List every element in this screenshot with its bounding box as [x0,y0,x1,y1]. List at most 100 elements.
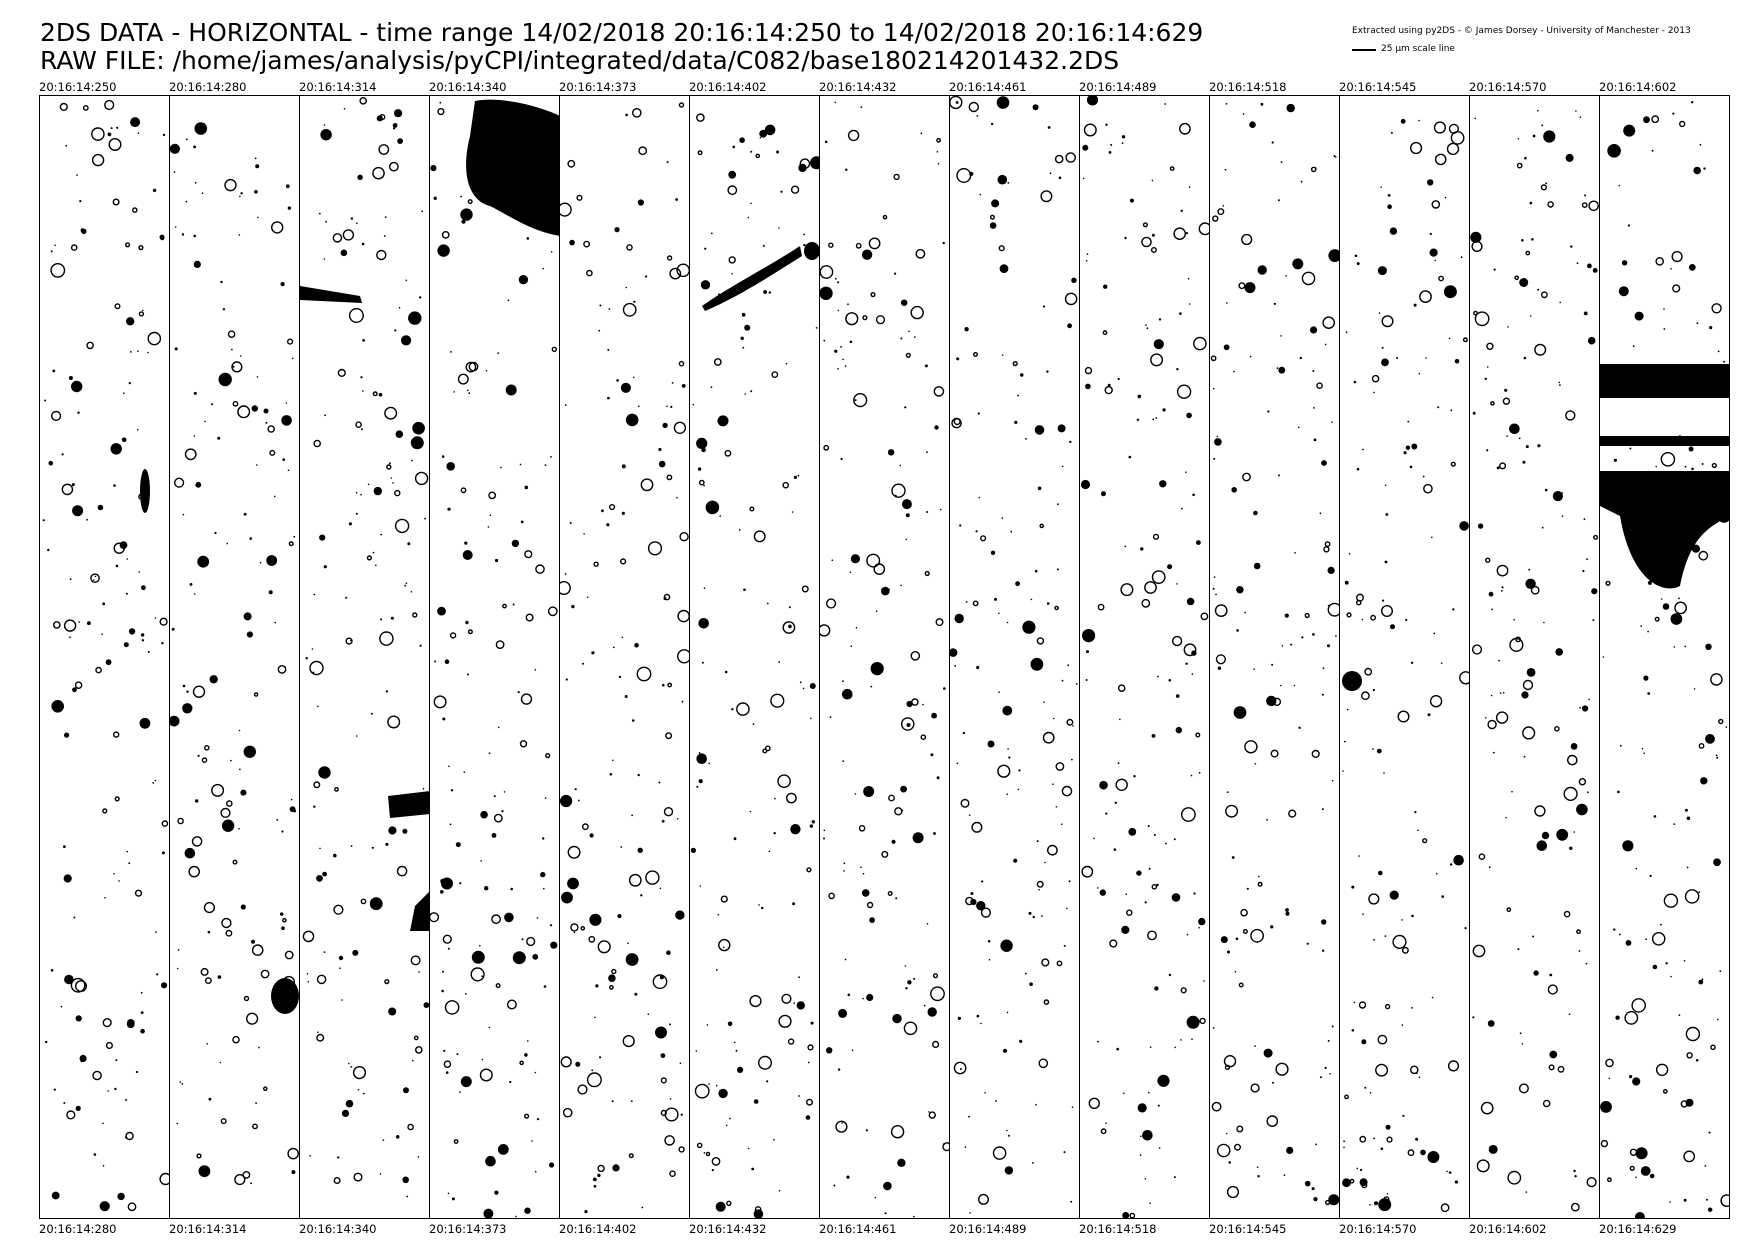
particle [1344,580,1349,585]
particle [678,102,685,108]
particle [755,153,760,159]
particle [1513,618,1515,621]
particle [1368,893,1380,905]
particle [744,324,751,331]
particle [820,624,831,637]
particle [1321,693,1324,696]
particle [71,483,75,487]
particle [430,165,437,172]
particle-large [1342,671,1362,691]
particle [443,1049,446,1052]
particle [751,1167,755,1171]
particle [1491,608,1493,611]
particle [698,479,705,486]
particle [1193,336,1207,351]
particle [53,1088,56,1091]
particle [394,489,401,497]
particle [1401,1024,1404,1026]
particle [733,837,737,841]
particle [193,260,201,268]
particle [842,760,845,762]
particle [318,766,331,779]
particle [1061,465,1064,468]
particle [1047,844,1058,856]
particle [128,382,131,385]
particle [560,794,573,808]
particle [1129,1212,1136,1218]
particle [1517,948,1520,951]
particle [631,719,635,722]
particle [753,530,766,543]
particle [1314,167,1317,169]
particle [959,524,962,527]
particle [1640,625,1642,627]
particle [1492,751,1495,754]
particle [455,842,461,848]
particle [1643,752,1645,754]
particle [823,829,826,832]
particle [619,558,627,565]
particle [227,330,236,338]
particle [69,578,72,581]
particle [203,901,216,914]
particle [1220,936,1228,944]
particle [1381,346,1384,349]
strip-end-time: 20:16:14:340 [299,1222,377,1236]
particle [238,729,241,732]
particle [612,759,614,762]
particle [837,367,839,370]
particle [1431,200,1441,209]
particle [309,940,312,942]
particle [607,348,610,351]
particle [1153,833,1156,836]
particle [424,517,426,520]
particle [965,601,968,603]
particle [161,851,165,855]
particle [1319,1076,1322,1079]
particle [407,542,411,546]
particle [595,984,599,988]
particle [998,612,1000,615]
particle [904,965,907,967]
particle [636,666,652,682]
image-strip [429,95,560,1219]
particle-images [300,97,429,1198]
particle [1015,581,1020,587]
particle [798,1095,800,1097]
scale-line [1352,49,1376,51]
particle [1145,324,1147,326]
particle [1651,115,1660,124]
particle [1417,829,1419,832]
particle [345,637,353,645]
particle [678,1146,685,1153]
particle [752,723,755,726]
particle [1141,598,1151,608]
particle [288,541,294,547]
particle [1215,654,1226,665]
particle [805,1115,811,1120]
particle [525,613,534,622]
particle [1506,435,1508,437]
particle [1083,123,1097,137]
particle [826,1047,833,1054]
particle [232,400,239,407]
particle [1187,277,1190,280]
particle [1613,458,1617,462]
particle [1386,1136,1393,1143]
particle [225,929,233,937]
particle-large [1600,364,1729,399]
particle [1240,908,1248,917]
particle [355,512,358,515]
particle [809,683,816,689]
particle [408,311,422,325]
particle [803,243,806,247]
particle [933,832,936,835]
particle [638,146,648,156]
particle [463,771,466,773]
particle [778,227,780,229]
particle [442,970,444,973]
particle [411,459,413,462]
particle [1104,385,1113,395]
particle [569,239,575,246]
particle [1066,718,1074,726]
